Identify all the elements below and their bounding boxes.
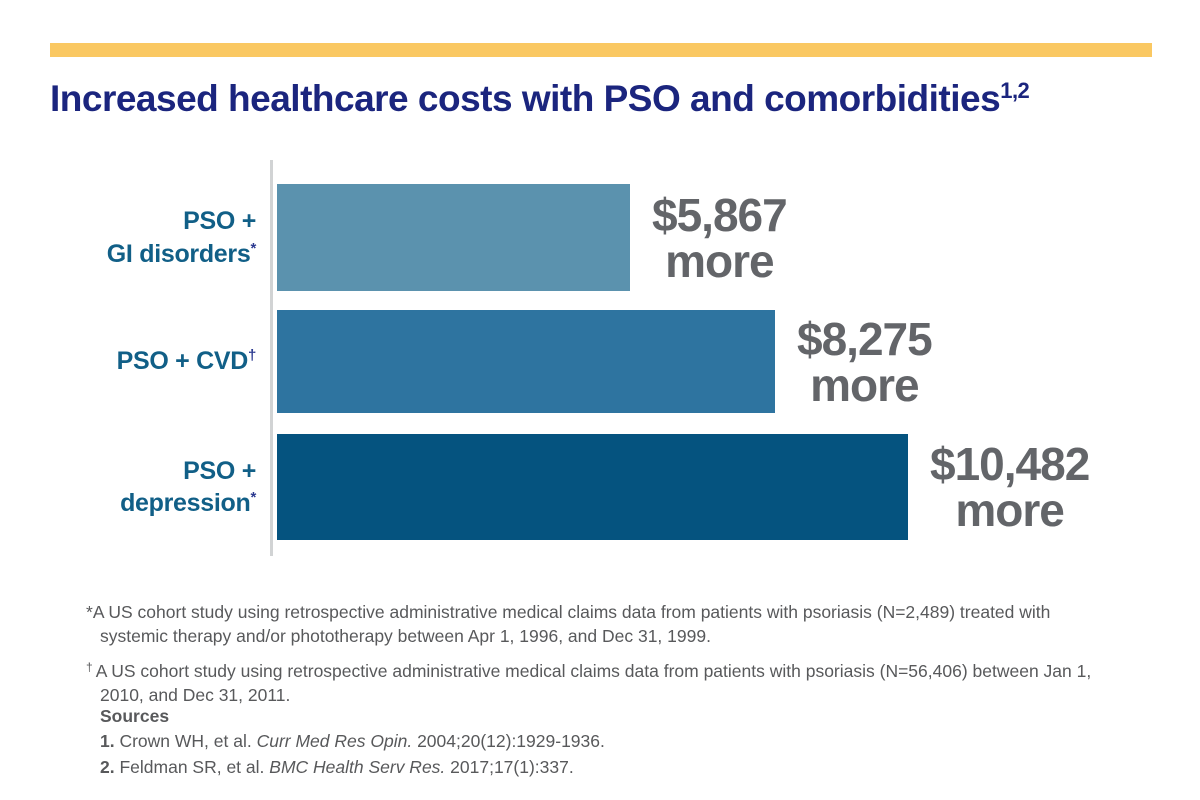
footnote-dagger-mark: † [86,660,93,675]
bar-pso-depression [277,434,908,540]
bar-row-pso-cvd: PSO + CVD† $8,275 more [0,310,1200,413]
footnote-dagger: † A US cohort study using retrospective a… [86,659,1096,707]
source-item-1: 1. Crown WH, et al. Curr Med Res Opin. 2… [100,729,1100,754]
source-item-2: 2. Feldman SR, et al. BMC Health Serv Re… [100,755,1100,780]
footnote-mark: * [250,239,256,257]
page-title-text: Increased healthcare costs with PSO and … [50,78,1001,119]
bar-value-more: more [810,358,919,411]
bar-value-more: more [955,484,1064,536]
bar-value-amount: $10,482 [930,438,1090,490]
source-number: 1. [100,731,115,752]
bar-label-line2: GI disorders* [106,239,256,268]
bar-label-line1: PSO + [183,207,256,235]
bar-row-pso-gi-disorders: PSO + GI disorders* $5,867 more [0,184,1200,291]
bar-value-pso-gi-disorders: $5,867 more [652,184,788,291]
bar-value-pso-depression: $10,482 more [930,434,1090,540]
bar-pso-cvd [277,310,775,413]
bar-label-line1: PSO + [183,456,256,485]
sources-heading: Sources [100,706,170,726]
bar-label-line2: depression* [120,489,256,517]
footnote-asterisk-text: A US cohort study using retrospective ad… [92,602,1051,647]
footnote-dagger-text: A US cohort study using retrospective ad… [95,661,1092,706]
bar-pso-gi-disorders [277,184,630,291]
footnote-mark: * [250,489,256,506]
bar-value-pso-cvd: $8,275 more [797,310,933,413]
y-axis-line [270,160,273,556]
bar-label-line1: PSO + CVD† [116,347,257,376]
source-citation: 2004;20(12):1929-1936. [412,731,605,752]
accent-bar [50,43,1152,57]
bar-label-pso-cvd: PSO + CVD† [0,310,257,413]
footnote-asterisk-mark: * [86,602,93,622]
source-authors: Crown WH, et al. [114,731,257,752]
page-title-reference-marks: 1,2 [1000,78,1030,103]
footnote-asterisk: *A US cohort study using retrospective a… [86,600,1096,648]
source-journal: BMC Health Serv Res. [269,756,446,777]
bar-value-amount: $5,867 [652,188,788,241]
bar-label-pso-gi-disorders: PSO + GI disorders* [0,184,257,291]
footnote-mark: † [247,347,256,365]
sources: Sources 1. Crown WH, et al. Curr Med Res… [100,704,1100,780]
bar-row-pso-depression: PSO + depression* $10,482 more [0,434,1200,540]
source-citation: 2017;17(1):337. [445,756,574,777]
page-title: Increased healthcare costs with PSO and … [50,78,1180,121]
bar-value-more: more [665,234,774,287]
bar-label-pso-depression: PSO + depression* [0,434,256,540]
source-journal: Curr Med Res Opin. [256,731,413,752]
bar-value-amount: $8,275 [797,312,933,365]
source-number: 2. [100,756,115,777]
source-authors: Feldman SR, et al. [114,756,270,777]
footnotes: *A US cohort study using retrospective a… [86,600,1096,708]
